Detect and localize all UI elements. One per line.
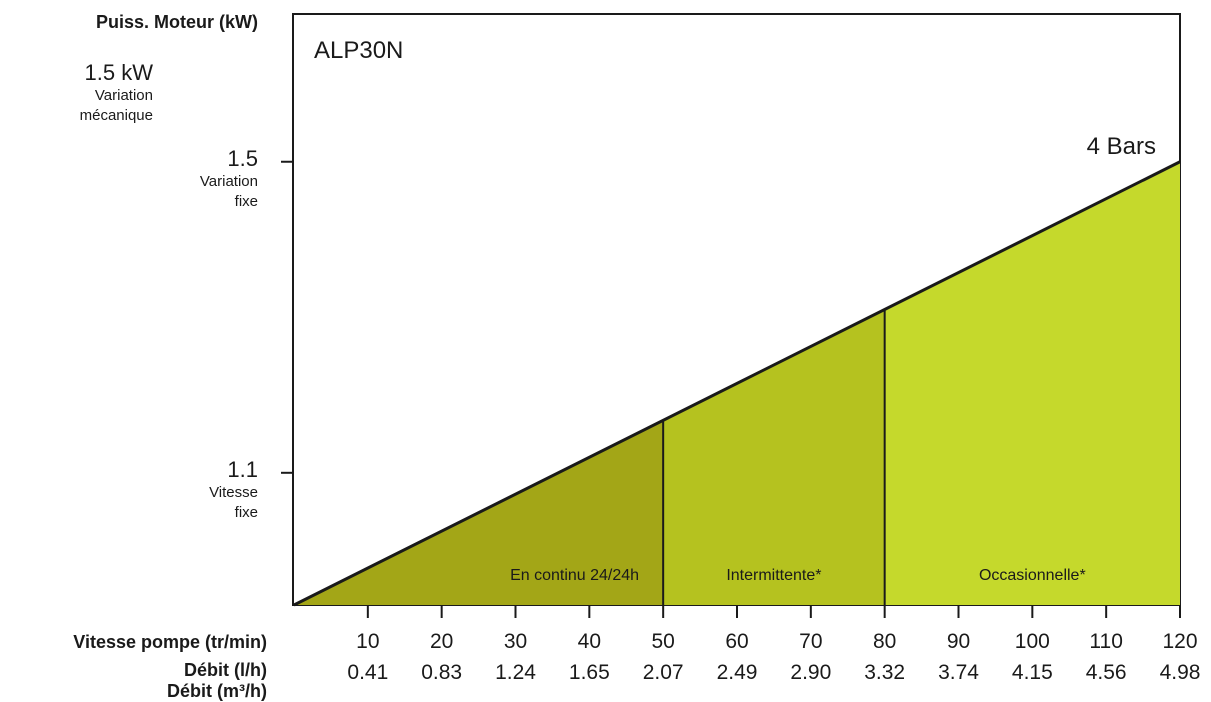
x-tick-label-flow: 4.98	[1160, 661, 1201, 684]
x-tick-label-speed: 70	[799, 630, 822, 653]
series-line-4-bars	[293, 160, 1181, 607]
x-tick-label-speed: 60	[725, 630, 748, 653]
x-tick-label-speed: 80	[873, 630, 896, 653]
x-tick-label-speed: 90	[947, 630, 970, 653]
x-axis-row-flow-lh: Débit (l/h)	[184, 660, 267, 680]
top-note-value: 1.5 kW	[85, 60, 154, 85]
zone-label-en-continu-24-24h: En continu 24/24h	[510, 567, 639, 584]
y-tick-note: Variation	[200, 173, 258, 190]
x-tick-label-speed: 40	[578, 630, 601, 653]
x-tick-label-flow: 2.90	[790, 661, 831, 684]
x-tick-label-flow: 2.07	[643, 661, 684, 684]
x-tick-label-flow: 3.32	[864, 661, 905, 684]
x-tick-label-speed: 100	[1015, 630, 1050, 653]
y-tick-note: fixe	[235, 504, 258, 521]
x-axis-row-speed: Vitesse pompe (tr/min)	[73, 632, 267, 652]
y-tick-note: fixe	[235, 193, 258, 210]
x-tick-label-speed: 110	[1089, 630, 1122, 653]
x-tick-label-speed: 120	[1162, 630, 1197, 653]
x-tick-label-speed: 50	[651, 630, 674, 653]
y-tick-label: 1.5	[227, 146, 258, 171]
x-tick-label-flow: 4.56	[1086, 661, 1127, 684]
zone-area-intermittente	[663, 309, 885, 605]
x-tick-label-flow: 4.15	[1012, 661, 1053, 684]
x-tick-label-flow: 1.24	[495, 661, 536, 684]
x-tick-label-flow: 0.41	[347, 661, 388, 684]
y-axis-title: Puiss. Moteur (kW)	[96, 12, 258, 32]
x-ticks-layer: 10 0.41 20 0.83 30 1.24 40 1.65 50 2.07 60 2.49 70 2.…	[347, 605, 1200, 684]
series-label-4-bars: 4 Bars	[1087, 133, 1156, 160]
y-tick-label: 1.1	[227, 457, 258, 482]
top-note-line-2: mécanique	[80, 107, 153, 124]
chart-title: ALP30N	[314, 37, 403, 64]
y-ticks-layer: 1.5 Variation fixe 1.1 Vitesse fixe	[200, 146, 294, 521]
x-tick-label-flow: 3.74	[938, 661, 979, 684]
top-note-line-1: Variation	[95, 87, 153, 104]
y-tick-note: Vitesse	[209, 484, 258, 501]
zone-label-occasionnelle: Occasionnelle*	[979, 567, 1086, 584]
x-tick-label-speed: 20	[430, 630, 453, 653]
x-tick-label-flow: 2.49	[717, 661, 758, 684]
x-axis-row-flow-m3h: Débit (m³/h)	[167, 681, 267, 701]
x-tick-label-speed: 30	[504, 630, 527, 653]
x-tick-label-flow: 1.65	[569, 661, 610, 684]
zone-label-intermittente: Intermittente*	[726, 567, 821, 584]
x-tick-label-speed: 10	[356, 630, 379, 653]
zone-area-occasionnelle	[884, 161, 1180, 605]
x-tick-label-flow: 0.83	[421, 661, 462, 684]
